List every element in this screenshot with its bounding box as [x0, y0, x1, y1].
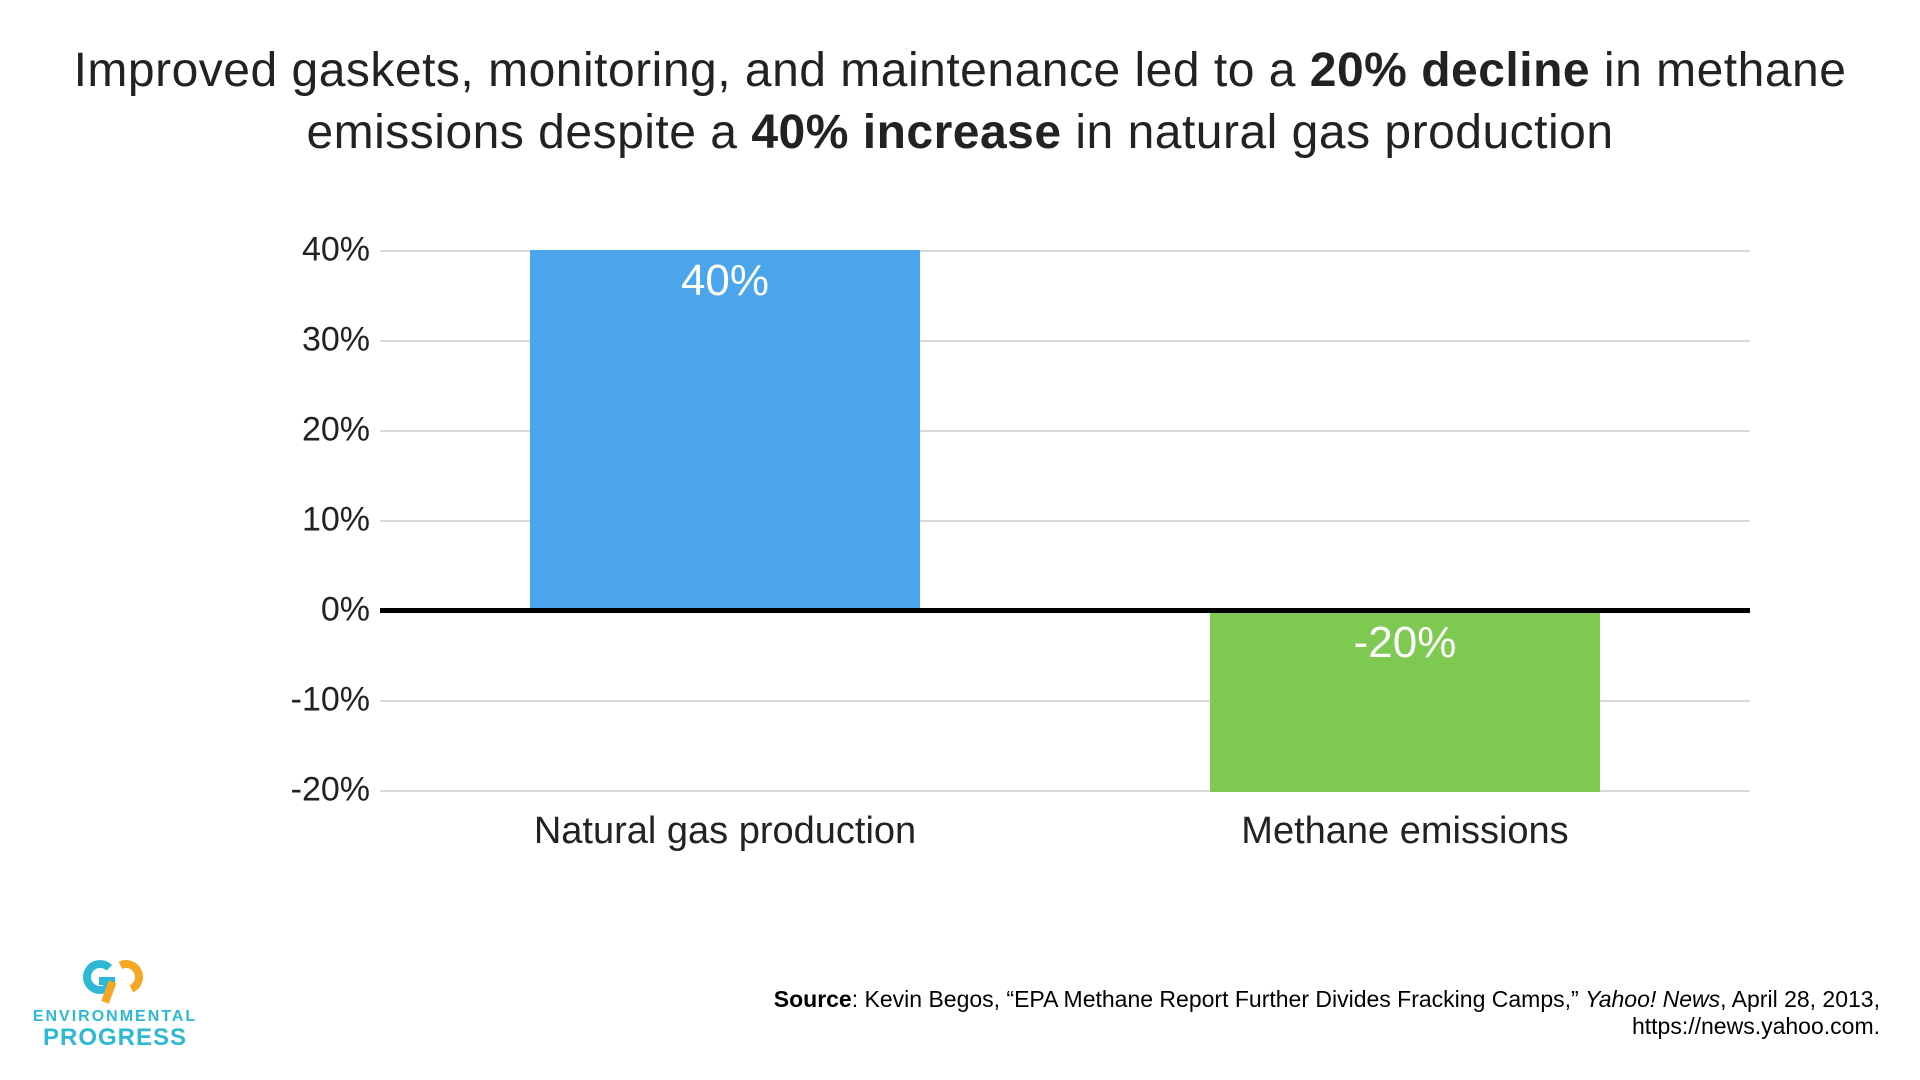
source-text1: : Kevin Begos, “EPA Methane Report Furth… — [852, 986, 1585, 1012]
logo-mark-icon — [79, 954, 151, 1004]
source-prefix: Source — [774, 986, 852, 1012]
ytick-0: 0% — [240, 591, 370, 630]
bar-label-natural-gas: 40% — [530, 256, 920, 306]
plot-area: 40% -20% Natural gas production Methane … — [380, 250, 1750, 790]
ytick-30: 30% — [240, 321, 370, 360]
ytick-neg20: -20% — [240, 771, 370, 810]
source-citation: Source: Kevin Begos, “EPA Methane Report… — [520, 986, 1880, 1040]
ytick-10: 10% — [240, 501, 370, 540]
ytick-neg10: -10% — [240, 681, 370, 720]
logo-line2: PROGRESS — [20, 1026, 210, 1050]
title-bold1: 20% decline — [1310, 44, 1590, 97]
logo-p-icon — [104, 955, 148, 999]
x-category-methane: Methane emissions — [1120, 810, 1690, 853]
slide: Improved gaskets, monitoring, and mainte… — [0, 0, 1920, 1080]
ytick-40: 40% — [240, 231, 370, 270]
source-italic: Yahoo! News — [1585, 986, 1720, 1012]
title-seg1: Improved gaskets, monitoring, and mainte… — [74, 44, 1310, 97]
ytick-20: 20% — [240, 411, 370, 450]
title-seg3: in natural gas production — [1062, 106, 1614, 159]
bar-natural-gas: 40% — [530, 250, 920, 610]
logo-environmental-progress: ENVIRONMENTAL PROGRESS — [20, 954, 210, 1050]
title-bold2: 40% increase — [751, 106, 1061, 159]
bar-methane: -20% — [1210, 612, 1600, 792]
bar-chart: 40% 30% 20% 10% 0% -10% -20% 40% -20% Na… — [230, 250, 1770, 830]
bar-label-methane: -20% — [1210, 618, 1600, 668]
x-category-natural-gas: Natural gas production — [440, 810, 1010, 853]
title: Improved gaskets, monitoring, and mainte… — [0, 40, 1920, 165]
zero-axis — [380, 608, 1750, 613]
